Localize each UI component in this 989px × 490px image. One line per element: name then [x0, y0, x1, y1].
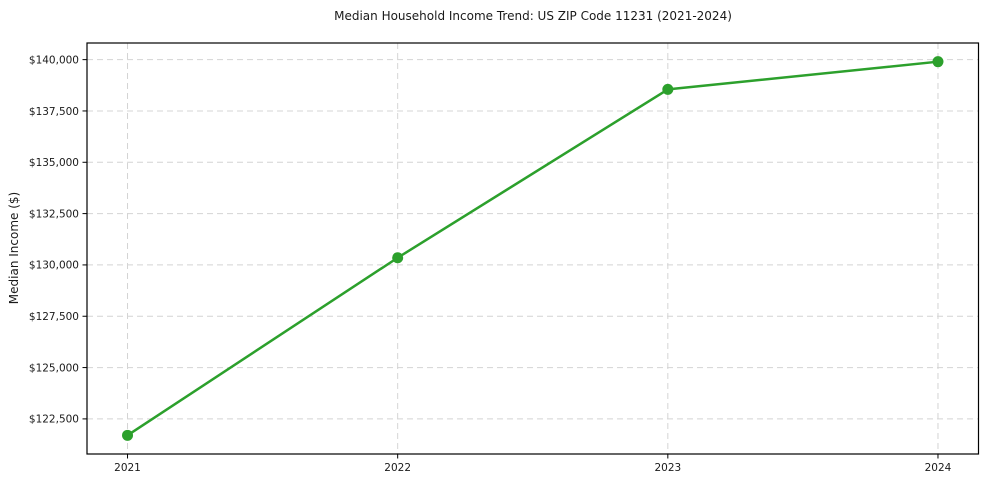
y-tick-label: $127,500 — [29, 311, 79, 323]
y-tick-label: $125,000 — [29, 362, 79, 374]
data-point-2022 — [392, 252, 404, 264]
y-tick-label: $132,500 — [29, 208, 79, 220]
x-tick-label: 2021 — [114, 462, 141, 474]
data-point-2024 — [932, 56, 944, 68]
data-point-2021 — [122, 429, 134, 441]
data-point-2023 — [662, 83, 674, 95]
x-tick-label: 2022 — [384, 462, 411, 474]
income-trend-line — [126, 60, 940, 437]
y-tick-label: $130,000 — [29, 260, 79, 272]
y-tick-label: $135,000 — [29, 157, 79, 169]
plot-frame — [86, 42, 980, 455]
y-tick-label: $122,500 — [29, 414, 79, 426]
chart-title: Median Household Income Trend: US ZIP Co… — [334, 9, 732, 23]
y-tick-label: $140,000 — [29, 54, 79, 66]
y-tick-label: $137,500 — [29, 106, 79, 118]
x-tick-label: 2023 — [654, 462, 681, 474]
x-tick-label: 2024 — [925, 462, 952, 474]
